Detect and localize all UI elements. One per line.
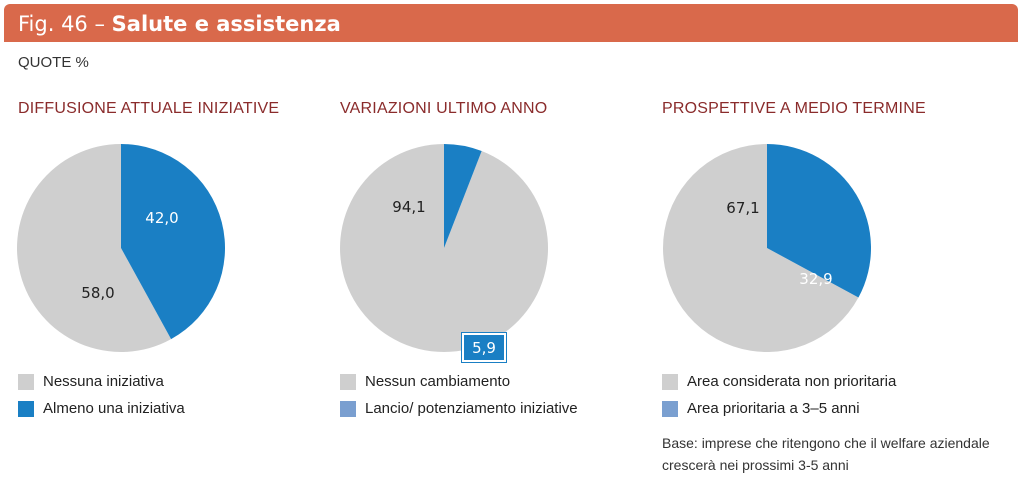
pie-chart-3: 67,1 32,9 bbox=[663, 144, 872, 352]
legend-swatch-grey bbox=[662, 373, 678, 390]
legend-swatch-grey bbox=[340, 373, 356, 390]
pie-2-label-blue: 5,9 bbox=[462, 333, 506, 362]
legend-label: Nessuna iniziativa bbox=[43, 373, 164, 390]
legend-item: Nessuna iniziativa bbox=[18, 368, 185, 395]
legend-item: Area prioritaria a 3–5 anni bbox=[662, 395, 896, 422]
panel-3-title: PROSPETTIVE A MEDIO TERMINE bbox=[662, 100, 926, 117]
pie-1-label-grey: 58,0 bbox=[81, 284, 114, 302]
pie-2-slice-nessun-cambiamento bbox=[340, 144, 549, 352]
pie-1-slice-nessuna bbox=[17, 144, 172, 352]
pie-3-slice-prioritaria bbox=[767, 144, 872, 298]
chart-subtitle: QUOTE % bbox=[18, 54, 89, 71]
legend-label: Lancio/ potenziamento iniziative bbox=[365, 400, 578, 417]
pie-3-slice-non-prioritaria bbox=[663, 144, 859, 352]
pie-1-slice-almeno bbox=[121, 144, 226, 340]
legend-label: Area prioritaria a 3–5 anni bbox=[687, 400, 860, 417]
pie-chart-2: 94,1 bbox=[340, 144, 549, 352]
legend-item: Lancio/ potenziamento iniziative bbox=[340, 395, 578, 422]
legend-label: Nessun cambiamento bbox=[365, 373, 511, 390]
legend-item: Nessun cambiamento bbox=[340, 368, 578, 395]
legend-item: Area considerata non prioritaria bbox=[662, 368, 896, 395]
pie-chart-1: 42,0 58,0 bbox=[17, 144, 226, 352]
figure-title-text: Salute e assistenza bbox=[111, 12, 341, 36]
legend-label: Almeno una iniziativa bbox=[43, 400, 185, 417]
legend-swatch-blue bbox=[662, 400, 678, 417]
pie-2-label-grey: 94,1 bbox=[392, 198, 425, 216]
figure-header: Fig. 46 – Salute e assistenza bbox=[4, 4, 1018, 42]
pie-2-slice-lancio bbox=[444, 144, 482, 248]
legend-swatch-grey bbox=[18, 373, 34, 390]
panel-1-title: DIFFUSIONE ATTUALE INIZIATIVE bbox=[18, 100, 280, 117]
figure-number: Fig. 46 – bbox=[18, 12, 105, 36]
figure-title: Fig. 46 – Salute e assistenza bbox=[18, 12, 341, 36]
panel-2-legend: Nessun cambiamento Lancio/ potenziamento… bbox=[340, 368, 578, 422]
legend-swatch-blue bbox=[340, 400, 356, 417]
panel-3-legend: Area considerata non prioritaria Area pr… bbox=[662, 368, 896, 422]
legend-item: Almeno una iniziativa bbox=[18, 395, 185, 422]
base-note: Base: imprese che ritengono che il welfa… bbox=[662, 435, 990, 473]
panel-2-title: VARIAZIONI ULTIMO ANNO bbox=[340, 100, 548, 117]
legend-label: Area considerata non prioritaria bbox=[687, 373, 897, 390]
pie-3-label-grey: 67,1 bbox=[726, 199, 759, 217]
pie-1-label-blue: 42,0 bbox=[145, 209, 178, 227]
panel-1-legend: Nessuna iniziativa Almeno una iniziativa bbox=[18, 368, 185, 422]
pie-3-label-blue: 32,9 bbox=[799, 270, 832, 288]
legend-swatch-blue bbox=[18, 400, 34, 417]
